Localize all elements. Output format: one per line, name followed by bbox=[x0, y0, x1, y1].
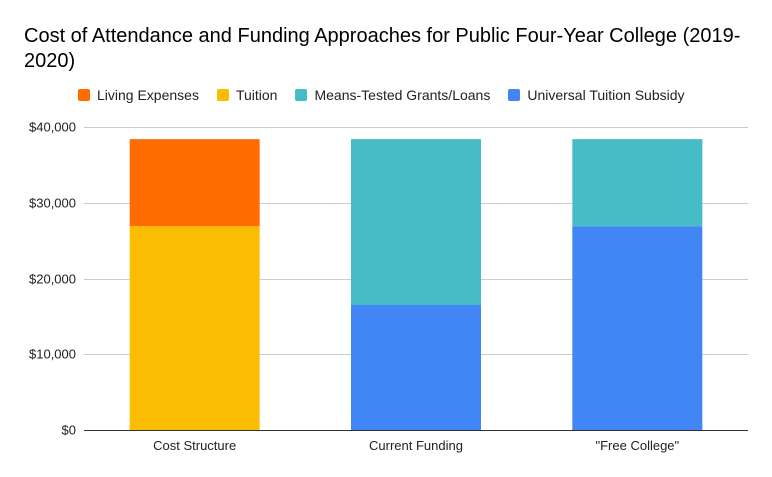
legend-swatch-living-expenses bbox=[78, 89, 90, 101]
bar-universal-tuition-subsidy-current-funding bbox=[351, 305, 481, 430]
legend-label-tuition: Tuition bbox=[235, 87, 278, 103]
legend-swatch-universal-tuition-subsidy bbox=[508, 89, 521, 101]
legend-swatch-means-tested-grants-loans bbox=[295, 89, 308, 101]
y-tick-label: $20,000 bbox=[29, 272, 76, 287]
bar-universal-tuition-subsidy-free-college bbox=[572, 226, 703, 430]
bar-living-expenses-cost-structure bbox=[129, 139, 260, 227]
legend-item-living-expenses: Living Expenses bbox=[78, 87, 199, 103]
legend-label-universal-tuition-subsidy: Universal Tuition Subsidy bbox=[527, 87, 685, 103]
y-tick-label: $30,000 bbox=[29, 196, 76, 211]
x-tick-label: Current Funding bbox=[369, 438, 463, 453]
y-tick-label: $40,000 bbox=[29, 120, 76, 135]
legend-label-living-expenses: Living Expenses bbox=[97, 87, 199, 103]
legend-item-tuition: Tuition bbox=[216, 87, 278, 103]
legend-item-universal-tuition-subsidy: Universal Tuition Subsidy bbox=[508, 87, 685, 103]
chart-title: Cost of Attendance and Funding Approache… bbox=[24, 25, 741, 72]
legend-swatch-tuition bbox=[216, 89, 229, 101]
y-tick-label: $0 bbox=[62, 423, 76, 438]
bar-means-tested-grants-loans-free-college bbox=[572, 139, 703, 227]
legend-item-means-tested-grants-loans: Means-Tested Grants/Loans bbox=[295, 87, 490, 103]
bar-tuition-cost-structure bbox=[129, 226, 260, 430]
bar-means-tested-grants-loans-current-funding bbox=[351, 139, 481, 306]
x-tick-label: "Free College" bbox=[596, 438, 680, 453]
chart-legend: Living Expenses Tuition Means-Tested Grant… bbox=[78, 87, 703, 103]
x-tick-label: Cost Structure bbox=[153, 438, 236, 453]
legend-label-means-tested-grants-loans: Means-Tested Grants/Loans bbox=[314, 87, 491, 103]
y-tick-label: $10,000 bbox=[29, 347, 76, 362]
